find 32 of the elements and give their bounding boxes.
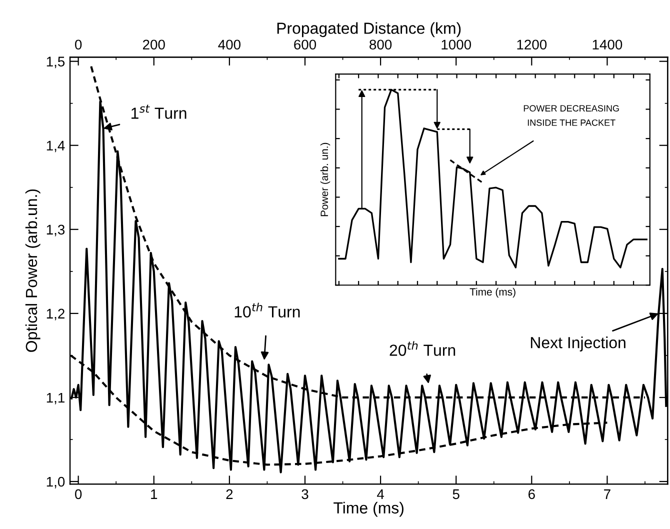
- y-axis-title: Power (arb. un.): [320, 142, 330, 216]
- x-axis-title: Time (ms): [470, 288, 516, 298]
- x-tick-label: 7: [604, 489, 610, 499]
- x-axis-title: Time (ms): [334, 502, 404, 517]
- x-tick-label: 4: [377, 489, 384, 499]
- x-tick-label: 6: [528, 489, 535, 500]
- x-tick-label: 0: [75, 489, 82, 500]
- x2-tick-label: 1400: [592, 40, 622, 50]
- y-axis-title: Optical Power (arb.un.): [25, 189, 40, 352]
- x-tick-label: 2: [226, 489, 233, 499]
- y-tick-label: 1,0: [46, 476, 65, 488]
- annotation: 10$^{th}$ Turn: [234, 302, 300, 318]
- y-tick-label: 1,3: [46, 224, 65, 236]
- x2-tick-label: 1000: [442, 40, 472, 50]
- annotation: Next Injection: [530, 336, 626, 352]
- y-tick-label: 1,1: [46, 392, 64, 404]
- annotation: 1$^{st}$ Turn: [132, 104, 186, 119]
- x-tick-label: 3: [302, 489, 308, 500]
- y-tick-label: 1,4: [46, 140, 65, 152]
- y-tick-label: 1,2: [46, 308, 64, 320]
- x-tick-label: 5: [452, 489, 460, 500]
- annotation: 20$^{th}$ Turn: [390, 341, 456, 356]
- annotation: POWER DECREASING INSIDE THE PACKET: [524, 105, 619, 126]
- x2-tick-label: 1200: [517, 40, 547, 50]
- x2-axis-title: Propagated Distance (km): [277, 22, 461, 38]
- x2-tick-label: 400: [218, 40, 240, 50]
- x2-tick-label: 600: [294, 40, 316, 50]
- x2-tick-label: 0: [75, 40, 82, 50]
- x-tick-label: 1: [151, 489, 158, 499]
- x2-tick-label: 200: [142, 40, 165, 50]
- x2-tick-label: 800: [370, 40, 392, 50]
- y-tick-label: 1,5: [46, 56, 65, 68]
